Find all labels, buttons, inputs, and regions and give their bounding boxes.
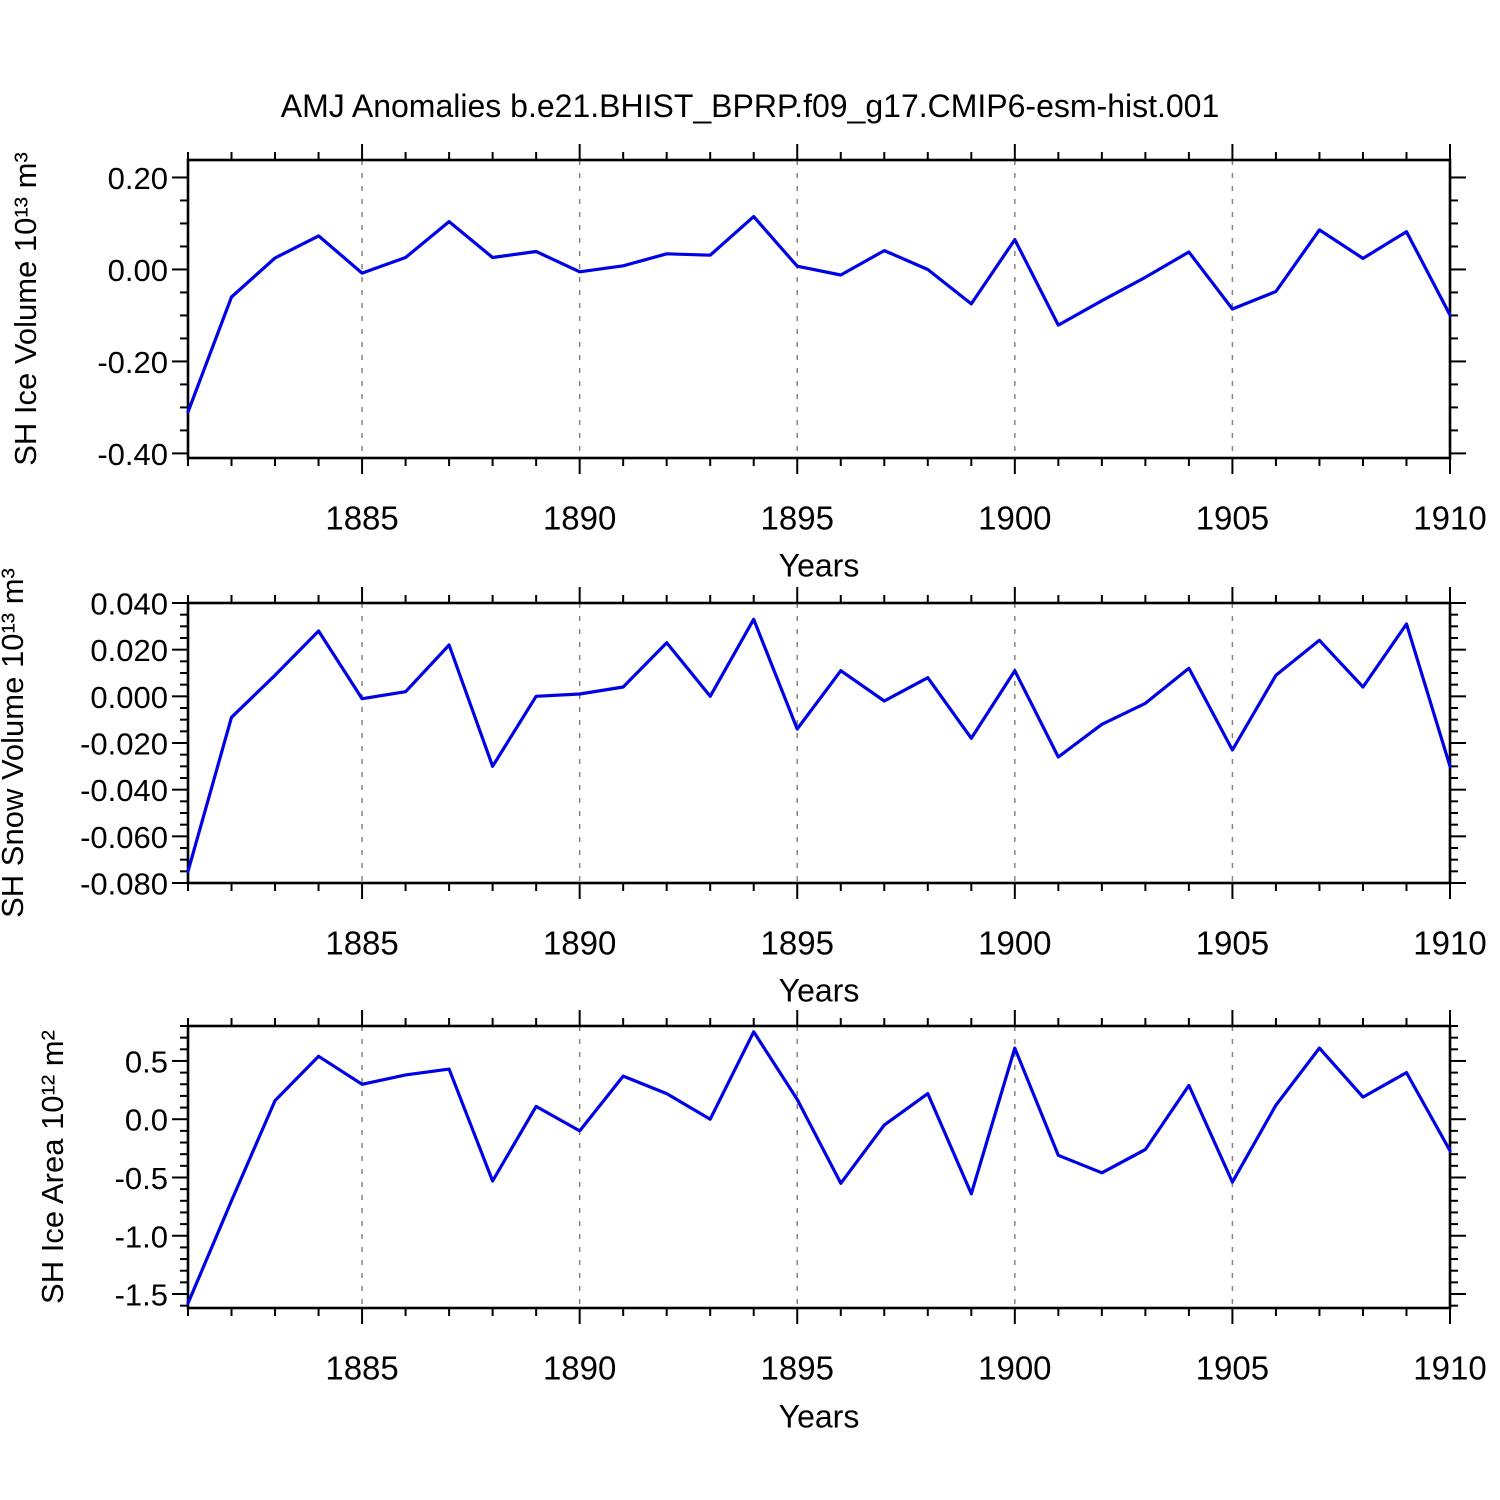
panel2-y-axis-title: SH Snow Volume 10¹³ m³ — [0, 568, 30, 918]
x-tick-label: 1900 — [978, 500, 1051, 537]
y-tick-label: -1.0 — [115, 1219, 168, 1254]
x-tick-label: 1900 — [978, 1350, 1051, 1387]
panel1-x-axis-title: Years — [778, 547, 860, 584]
y-tick-label: -0.040 — [80, 773, 168, 808]
x-tick-label: 1890 — [543, 1350, 616, 1387]
x-tick-label: 1895 — [761, 925, 834, 962]
x-tick-label: 1890 — [543, 500, 616, 537]
y-tick-label: 0.0 — [125, 1103, 168, 1138]
y-tick-label: 0.5 — [125, 1044, 168, 1079]
x-tick-label: 1910 — [1413, 925, 1486, 962]
x-tick-label: 1895 — [761, 500, 834, 537]
panel-3-sh-ice-area: 1885 1890 1895 1900 1905 1910 0.5 0.0 -0.5 -1.0 -1… — [115, 1010, 1487, 1387]
x-tick-label: 1910 — [1413, 500, 1486, 537]
panel-1-sh-ice-volume: 1885 1890 1895 1900 1905 1910 0.20 0.00 -0.20 -0.… — [97, 144, 1487, 537]
y-tick-label: -0.080 — [80, 867, 168, 902]
x-tick-label: 1905 — [1196, 500, 1269, 537]
panel-1-series-line — [186, 215, 1452, 414]
panel-frame — [186, 1024, 1452, 1310]
y-tick-label: 0.000 — [90, 680, 168, 715]
y-tick-label: 0.020 — [90, 633, 168, 668]
x-tick-label: 1885 — [325, 925, 398, 962]
x-tick-label: 1895 — [761, 1350, 834, 1387]
y-tick-label: 0.20 — [108, 161, 168, 196]
panel2-x-axis-title: Years — [778, 972, 860, 1009]
y-tick-label: -0.060 — [80, 820, 168, 855]
y-tick-label: 0.040 — [90, 587, 168, 622]
panel-frame — [186, 158, 1452, 460]
figure-title: AMJ Anomalies b.e21.BHIST_BPRP.f09_g17.C… — [280, 88, 1220, 124]
x-tick-label: 1910 — [1413, 1350, 1486, 1387]
y-tick-label: -0.20 — [97, 345, 168, 380]
y-tick-label: -1.5 — [115, 1278, 168, 1313]
panel-frame — [186, 601, 1452, 885]
x-tick-label: 1905 — [1196, 925, 1269, 962]
y-tick-label: -0.5 — [115, 1161, 168, 1196]
x-tick-label: 1905 — [1196, 1350, 1269, 1387]
panel-2-sh-snow-volume: 1885 1890 1895 1900 1905 1910 0.040 0.020 0.000 -… — [80, 587, 1487, 962]
x-tick-label: 1885 — [325, 500, 398, 537]
x-tick-label: 1890 — [543, 925, 616, 962]
y-tick-label: -0.020 — [80, 727, 168, 762]
y-tick-label: 0.00 — [108, 253, 168, 288]
panel1-y-axis-title: SH Ice Volume 10¹³ m³ — [8, 152, 43, 466]
panel3-x-axis-title: Years — [778, 1398, 860, 1435]
x-tick-label: 1900 — [978, 925, 1051, 962]
panel-3-series-line — [186, 1030, 1452, 1305]
panel3-y-axis-title: SH Ice Area 10¹² m² — [35, 1030, 70, 1304]
y-tick-label: -0.40 — [97, 437, 168, 472]
panel-2-series-line — [186, 617, 1452, 873]
x-tick-label: 1885 — [325, 1350, 398, 1387]
